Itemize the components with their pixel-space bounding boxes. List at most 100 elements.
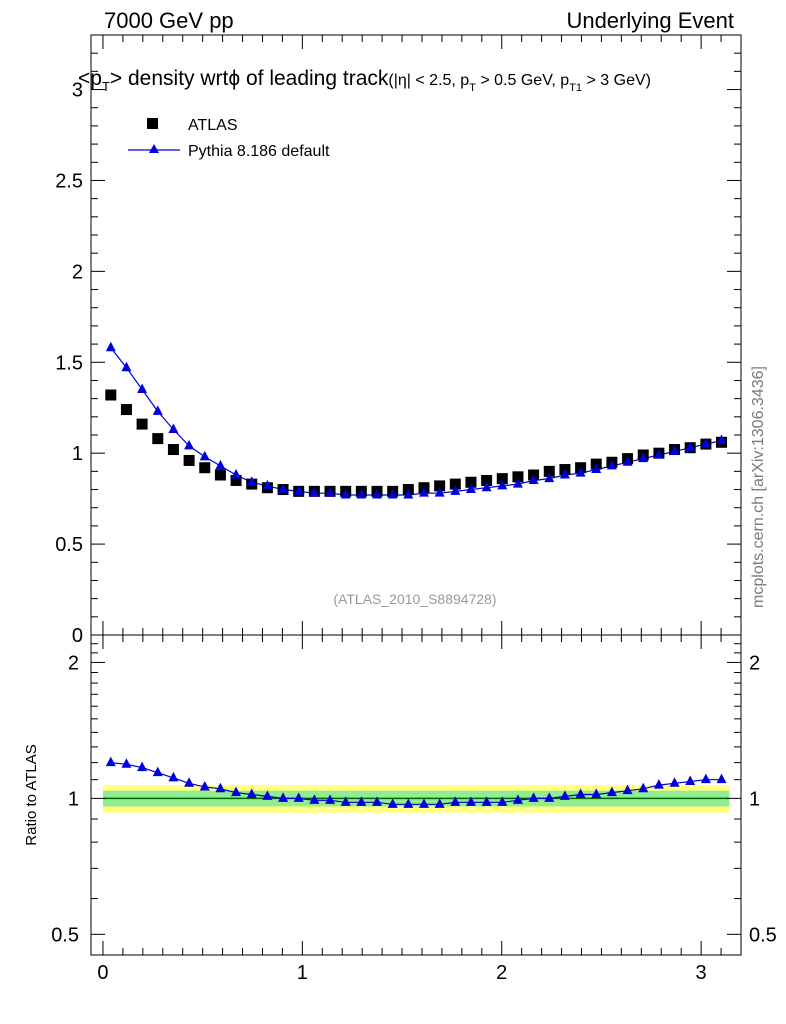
ratio-y-tick-label-right: 1 xyxy=(749,788,760,810)
ratio-pythia-point xyxy=(418,798,429,808)
pythia-data-point xyxy=(372,489,382,499)
ratio-pythia-point xyxy=(168,771,179,782)
pythia-data-point xyxy=(481,481,492,492)
pythia-data-point xyxy=(450,485,461,495)
pythia-data-point xyxy=(340,489,351,499)
ratio-pythia-point xyxy=(450,796,461,806)
ratio-pythia-point xyxy=(716,773,727,784)
pythia-data-point xyxy=(606,459,617,470)
main-y-tick-label: 3 xyxy=(72,80,83,102)
pythia-data-point xyxy=(700,438,711,448)
header-left: 7000 GeV pp xyxy=(104,8,234,33)
ratio-pythia-point xyxy=(184,777,195,787)
main-y-tick-label: 1.5 xyxy=(55,352,83,374)
main-plot-marks xyxy=(105,341,728,499)
ratio-pythia-point xyxy=(575,788,586,798)
pythia-data-point xyxy=(591,463,602,474)
ratio-pythia-point xyxy=(403,798,414,808)
main-axis-ticks: 0 0.5 1 1.5 2 2.5 3 xyxy=(55,35,741,647)
pythia-data-point xyxy=(387,489,398,499)
atlas-data-point xyxy=(183,454,195,466)
ratio-pythia-point xyxy=(544,792,555,802)
pythia-data-point xyxy=(246,476,257,486)
atlas-data-point xyxy=(120,404,132,416)
ratio-pythia-point xyxy=(387,798,398,808)
pythia-data-point xyxy=(465,483,476,494)
pythia-data-point xyxy=(105,341,116,352)
ratio-uncertainty-band xyxy=(102,785,730,813)
main-y-tick-label: 1 xyxy=(72,443,83,465)
ratio-x-tick-label: 1 xyxy=(297,962,308,984)
ratio-pythia-point xyxy=(262,790,273,800)
analysis-id-label: (ATLAS_2010_S8894728) xyxy=(333,591,496,607)
ratio-pythia-point xyxy=(340,796,351,806)
pythia-data-point xyxy=(325,487,336,497)
pythia-data-point xyxy=(544,472,555,483)
ratio-y-tick-label-right: 0.5 xyxy=(749,924,777,946)
pythia-data-point xyxy=(638,452,649,463)
ratio-pythia-point xyxy=(559,790,570,800)
ratio-y-tick-label: 2 xyxy=(68,652,79,674)
ratio-pythia-point xyxy=(638,782,649,793)
ratio-pythia-line xyxy=(110,762,722,805)
pythia-data-point xyxy=(199,450,210,461)
ratio-y-tick-label: 1 xyxy=(68,788,79,810)
atlas-data-point xyxy=(496,473,508,485)
ratio-pythia-point xyxy=(199,780,210,791)
pythia-line xyxy=(110,347,722,496)
pythia-data-point xyxy=(685,441,696,452)
ratio-pythia-point xyxy=(246,788,257,798)
legend-label-atlas: ATLAS xyxy=(188,117,238,134)
pythia-data-point xyxy=(356,489,367,499)
legend: ATLAS Pythia 8.186 default xyxy=(128,117,330,160)
ratio-pythia-point xyxy=(372,796,382,806)
pythia-data-point xyxy=(231,469,242,479)
ratio-pythia-point xyxy=(105,756,116,767)
pythia-data-point xyxy=(622,456,633,466)
ratio-pythia-point xyxy=(309,794,320,804)
ratio-pythia-point xyxy=(669,777,680,787)
ratio-pythia-point xyxy=(152,766,163,777)
ratio-x-tick-label: 2 xyxy=(496,962,507,984)
ratio-pythia-point xyxy=(512,794,523,804)
legend-label-pythia: Pythia 8.186 default xyxy=(188,143,330,160)
atlas-data-point xyxy=(199,462,211,474)
pythia-data-point xyxy=(716,434,727,444)
pythia-data-point xyxy=(653,449,664,459)
pythia-data-point xyxy=(528,474,539,484)
atlas-data-point xyxy=(449,478,461,490)
ratio-pythia-point xyxy=(325,794,336,804)
ratio-pythia-point xyxy=(293,792,304,802)
atlas-data-point xyxy=(543,465,555,477)
atlas-data-point xyxy=(230,474,242,486)
pythia-data-point xyxy=(278,483,289,494)
ratio-panel-frame xyxy=(90,634,742,956)
ratio-pythia-point xyxy=(700,773,711,784)
ratio-pythia-point xyxy=(481,796,492,806)
ratio-pythia-point xyxy=(231,786,242,797)
pythia-data-point xyxy=(152,405,163,415)
pythia-data-point xyxy=(559,469,570,479)
pythia-data-point xyxy=(418,487,429,497)
pythia-data-point xyxy=(293,485,304,495)
ratio-pythia-point xyxy=(121,758,132,768)
ratio-y-tick-label-right: 2 xyxy=(749,652,760,674)
legend-marker-atlas xyxy=(147,118,158,129)
pythia-data-point xyxy=(309,487,320,497)
ratio-pythia-point xyxy=(434,798,445,808)
ratio-pythia-point xyxy=(278,792,289,802)
ratio-pythia-point xyxy=(465,796,476,806)
pythia-data-point xyxy=(262,479,273,490)
ratio-pythia-point xyxy=(653,779,664,789)
pythia-data-point xyxy=(121,361,132,372)
atlas-data-point xyxy=(512,471,524,483)
atlas-data-point xyxy=(465,476,477,488)
legend-marker-pythia xyxy=(149,144,159,153)
main-y-tick-label: 2.5 xyxy=(55,170,83,192)
ratio-pythia-point xyxy=(356,796,367,806)
ratio-plot-marks xyxy=(105,756,727,808)
ratio-pythia-point xyxy=(137,761,148,772)
ratio-pythia-point xyxy=(685,775,696,785)
ratio-y-tick-label: 0.5 xyxy=(51,924,79,946)
